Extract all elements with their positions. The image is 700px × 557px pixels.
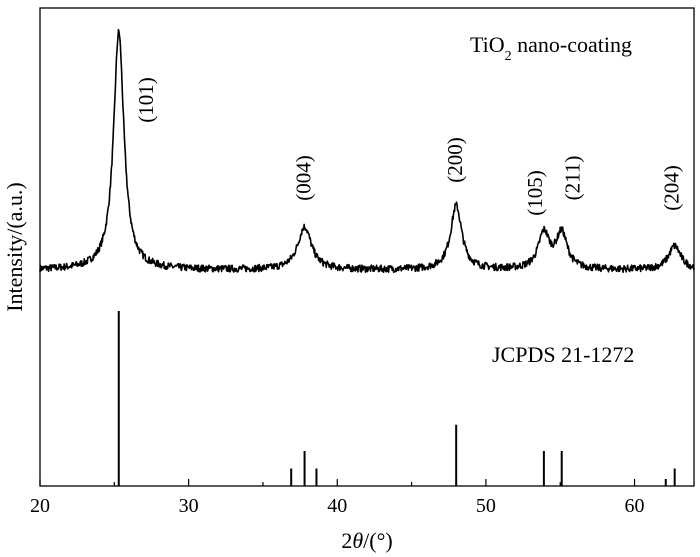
series-label-reference: JCPDS 21-1272 bbox=[492, 342, 634, 367]
reference-sticks bbox=[117, 311, 676, 486]
x-tick-label: 50 bbox=[476, 495, 496, 517]
x-tick-label: 20 bbox=[30, 495, 50, 517]
x-axis-label: 2θ/(°) bbox=[341, 528, 392, 553]
peak-label: (101) bbox=[134, 77, 158, 123]
x-tick-label: 30 bbox=[179, 495, 199, 517]
series-label-sample: TiO2 nano-coating bbox=[470, 32, 632, 64]
y-axis-label: Intensity/(a.u.) bbox=[2, 182, 27, 312]
plot-frame bbox=[39, 7, 695, 487]
xrd-trace bbox=[39, 28, 695, 274]
x-tick-label: 60 bbox=[625, 495, 645, 517]
peak-label: (004) bbox=[292, 155, 316, 201]
x-tick-label: 40 bbox=[327, 495, 347, 517]
peak-label: (105) bbox=[523, 170, 547, 216]
x-ticks: 20 30 40 50 60 bbox=[30, 479, 645, 517]
peak-label: (200) bbox=[443, 137, 467, 183]
peak-label: (211) bbox=[561, 156, 585, 201]
peak-label: (204) bbox=[660, 165, 684, 211]
peak-labels: (101) (004) (200) (105) (211) (204) bbox=[134, 77, 684, 216]
